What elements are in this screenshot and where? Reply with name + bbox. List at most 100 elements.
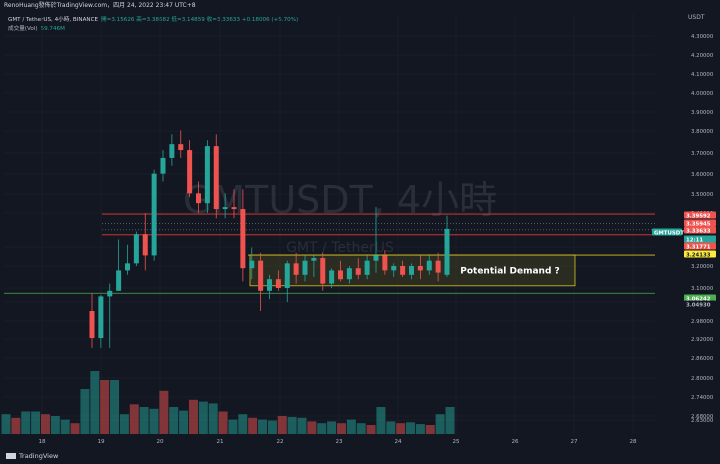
candle-body bbox=[196, 193, 201, 204]
y-tick-label: 3.90000 bbox=[691, 110, 714, 116]
volume-bar bbox=[110, 380, 120, 434]
candle-body bbox=[142, 234, 148, 256]
volume-bar bbox=[169, 407, 179, 434]
volume-bar bbox=[70, 423, 80, 434]
volume-bar bbox=[445, 407, 455, 434]
price-badge-label: 12:11 bbox=[686, 238, 703, 244]
price-badge bbox=[684, 226, 716, 234]
currency-text: USDT bbox=[688, 14, 705, 21]
ohlc-values: 開=3.15626 高=3.38682 低=3.14859 收=3.33633 … bbox=[101, 17, 299, 23]
volume-bar bbox=[1, 414, 11, 434]
candle-body bbox=[373, 255, 379, 261]
y-tick-label: 3.80000 bbox=[691, 129, 714, 135]
price-badge bbox=[684, 219, 716, 227]
candle-body bbox=[275, 279, 281, 288]
currency-label[interactable]: USDT bbox=[688, 14, 705, 21]
candle-body bbox=[382, 255, 388, 271]
price-badge-label: 3.31771 bbox=[686, 245, 711, 251]
volume-bar bbox=[415, 424, 425, 434]
volume-bar bbox=[188, 399, 198, 434]
y-tick-label: 2.68000 bbox=[691, 414, 714, 420]
y-tick-label: 2.86000 bbox=[691, 356, 714, 362]
volume-bar bbox=[297, 417, 307, 434]
y-tick-label: 2.98000 bbox=[691, 319, 714, 325]
y-tick-label: 3.50000 bbox=[691, 192, 714, 198]
candle-body bbox=[231, 207, 237, 210]
candle-body bbox=[204, 146, 210, 204]
volume-bar bbox=[346, 419, 356, 434]
price-badge bbox=[684, 300, 716, 308]
x-tick-label: 25 bbox=[452, 439, 460, 445]
price-badge-label: 3.04930 bbox=[686, 303, 711, 309]
volume-value: 59.746M bbox=[40, 26, 65, 32]
candle-body bbox=[267, 279, 272, 291]
x-tick-label: 19 bbox=[97, 439, 105, 445]
candle-body bbox=[169, 144, 175, 158]
volume-bar bbox=[119, 414, 129, 434]
volume-bar bbox=[376, 407, 386, 434]
price-badge bbox=[684, 242, 716, 250]
candle-body bbox=[222, 207, 228, 210]
candle-body bbox=[400, 266, 406, 275]
volume-bar bbox=[159, 390, 169, 434]
y-tick-label: 3.10000 bbox=[691, 286, 714, 292]
volume-bar bbox=[179, 410, 189, 434]
candle-body bbox=[311, 258, 317, 261]
x-tick-label: 21 bbox=[216, 439, 224, 445]
price-badge bbox=[684, 250, 716, 258]
candle-body bbox=[364, 260, 370, 275]
y-tick-label: 4.20000 bbox=[691, 53, 714, 59]
volume-bar bbox=[356, 423, 366, 434]
candle-body bbox=[249, 260, 255, 269]
y-tick-label: 3.60000 bbox=[691, 172, 714, 178]
candle-body bbox=[329, 270, 335, 284]
volume-bar bbox=[198, 401, 208, 434]
candle-body bbox=[426, 260, 432, 271]
candle-body bbox=[302, 260, 308, 275]
publisher-line: RenoHuang發佈於TradingView.com，四月 24, 2022 … bbox=[4, 2, 196, 9]
y-tick-label: 3.20000 bbox=[691, 264, 714, 270]
y-tick-label: 4.30000 bbox=[691, 34, 714, 40]
demand-annotation: Potential Demand ? bbox=[460, 266, 560, 276]
volume-bar bbox=[129, 404, 139, 434]
x-tick-label: 26 bbox=[511, 439, 519, 445]
volume-bar bbox=[317, 423, 327, 434]
candle-body bbox=[116, 270, 122, 291]
candle-body bbox=[187, 150, 193, 194]
price-badge-label: 3.33633 bbox=[686, 229, 711, 235]
price-badge-label: 3.24133 bbox=[686, 253, 711, 259]
legend: GMT / TetherUS, 4小時, BINANCE 開=3.15626 高=… bbox=[8, 16, 298, 34]
candle-body bbox=[240, 209, 246, 269]
volume-bar bbox=[40, 414, 50, 434]
volume-bar bbox=[277, 416, 287, 434]
candle-body bbox=[293, 263, 299, 275]
candle-body bbox=[151, 173, 157, 256]
candle-body bbox=[98, 296, 104, 338]
volume-label: 成交量(Vol) bbox=[8, 26, 38, 32]
volume-bar bbox=[425, 425, 435, 434]
volume-bar bbox=[396, 423, 406, 434]
volume-bar bbox=[366, 425, 376, 434]
candle-body bbox=[125, 263, 130, 271]
volume-bar bbox=[100, 380, 110, 434]
volume-bar bbox=[435, 414, 445, 434]
candle-body bbox=[213, 146, 219, 210]
price-badge bbox=[684, 211, 716, 219]
price-badge bbox=[684, 235, 716, 243]
y-tick-label: 2.92000 bbox=[691, 337, 714, 343]
volume-bar bbox=[386, 421, 396, 434]
x-tick-label: 22 bbox=[276, 439, 283, 445]
candle-body bbox=[107, 290, 113, 297]
x-tick-label: 20 bbox=[156, 439, 164, 445]
volume-bar bbox=[50, 416, 60, 434]
candle-body bbox=[346, 268, 352, 280]
watermark-main: GMTUSDT, 4小時 bbox=[183, 178, 497, 222]
price-badge bbox=[652, 228, 682, 236]
volume-bar bbox=[149, 408, 159, 434]
y-tick-label: 2.74000 bbox=[691, 395, 714, 401]
watermark-sub: GMT / TetherUS bbox=[286, 240, 394, 256]
volume-bar bbox=[336, 423, 346, 434]
brand-name: TradingView bbox=[19, 452, 59, 460]
x-tick-label: 24 bbox=[394, 439, 402, 445]
